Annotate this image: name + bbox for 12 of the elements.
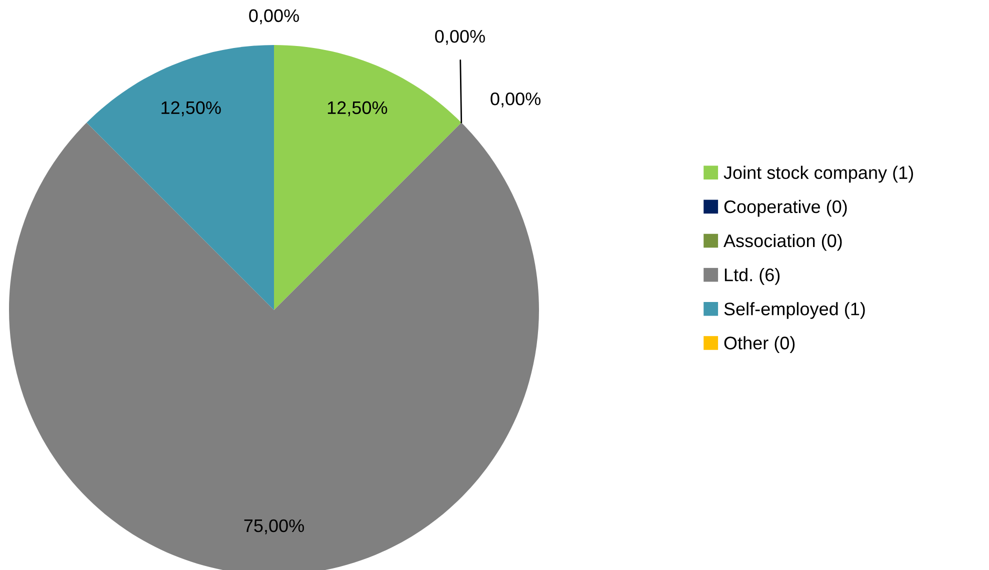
legend-label: Joint stock company (1) xyxy=(724,166,914,183)
legend-label: Other (0) xyxy=(724,336,795,354)
legend-label: Cooperative (0) xyxy=(724,200,847,217)
text: 0,00% xyxy=(490,92,541,108)
data-label: 12,50% xyxy=(328,101,388,116)
data-label: 75,00% xyxy=(244,519,304,534)
text: 0,00% xyxy=(249,9,299,24)
legend-label: Association (0) xyxy=(724,234,842,251)
data-label: 12,50% xyxy=(162,101,221,116)
legend-label: Self-employed (1) xyxy=(724,302,865,319)
legend-label: Ltd. (6) xyxy=(724,268,780,285)
text: 0,00% xyxy=(435,30,485,45)
